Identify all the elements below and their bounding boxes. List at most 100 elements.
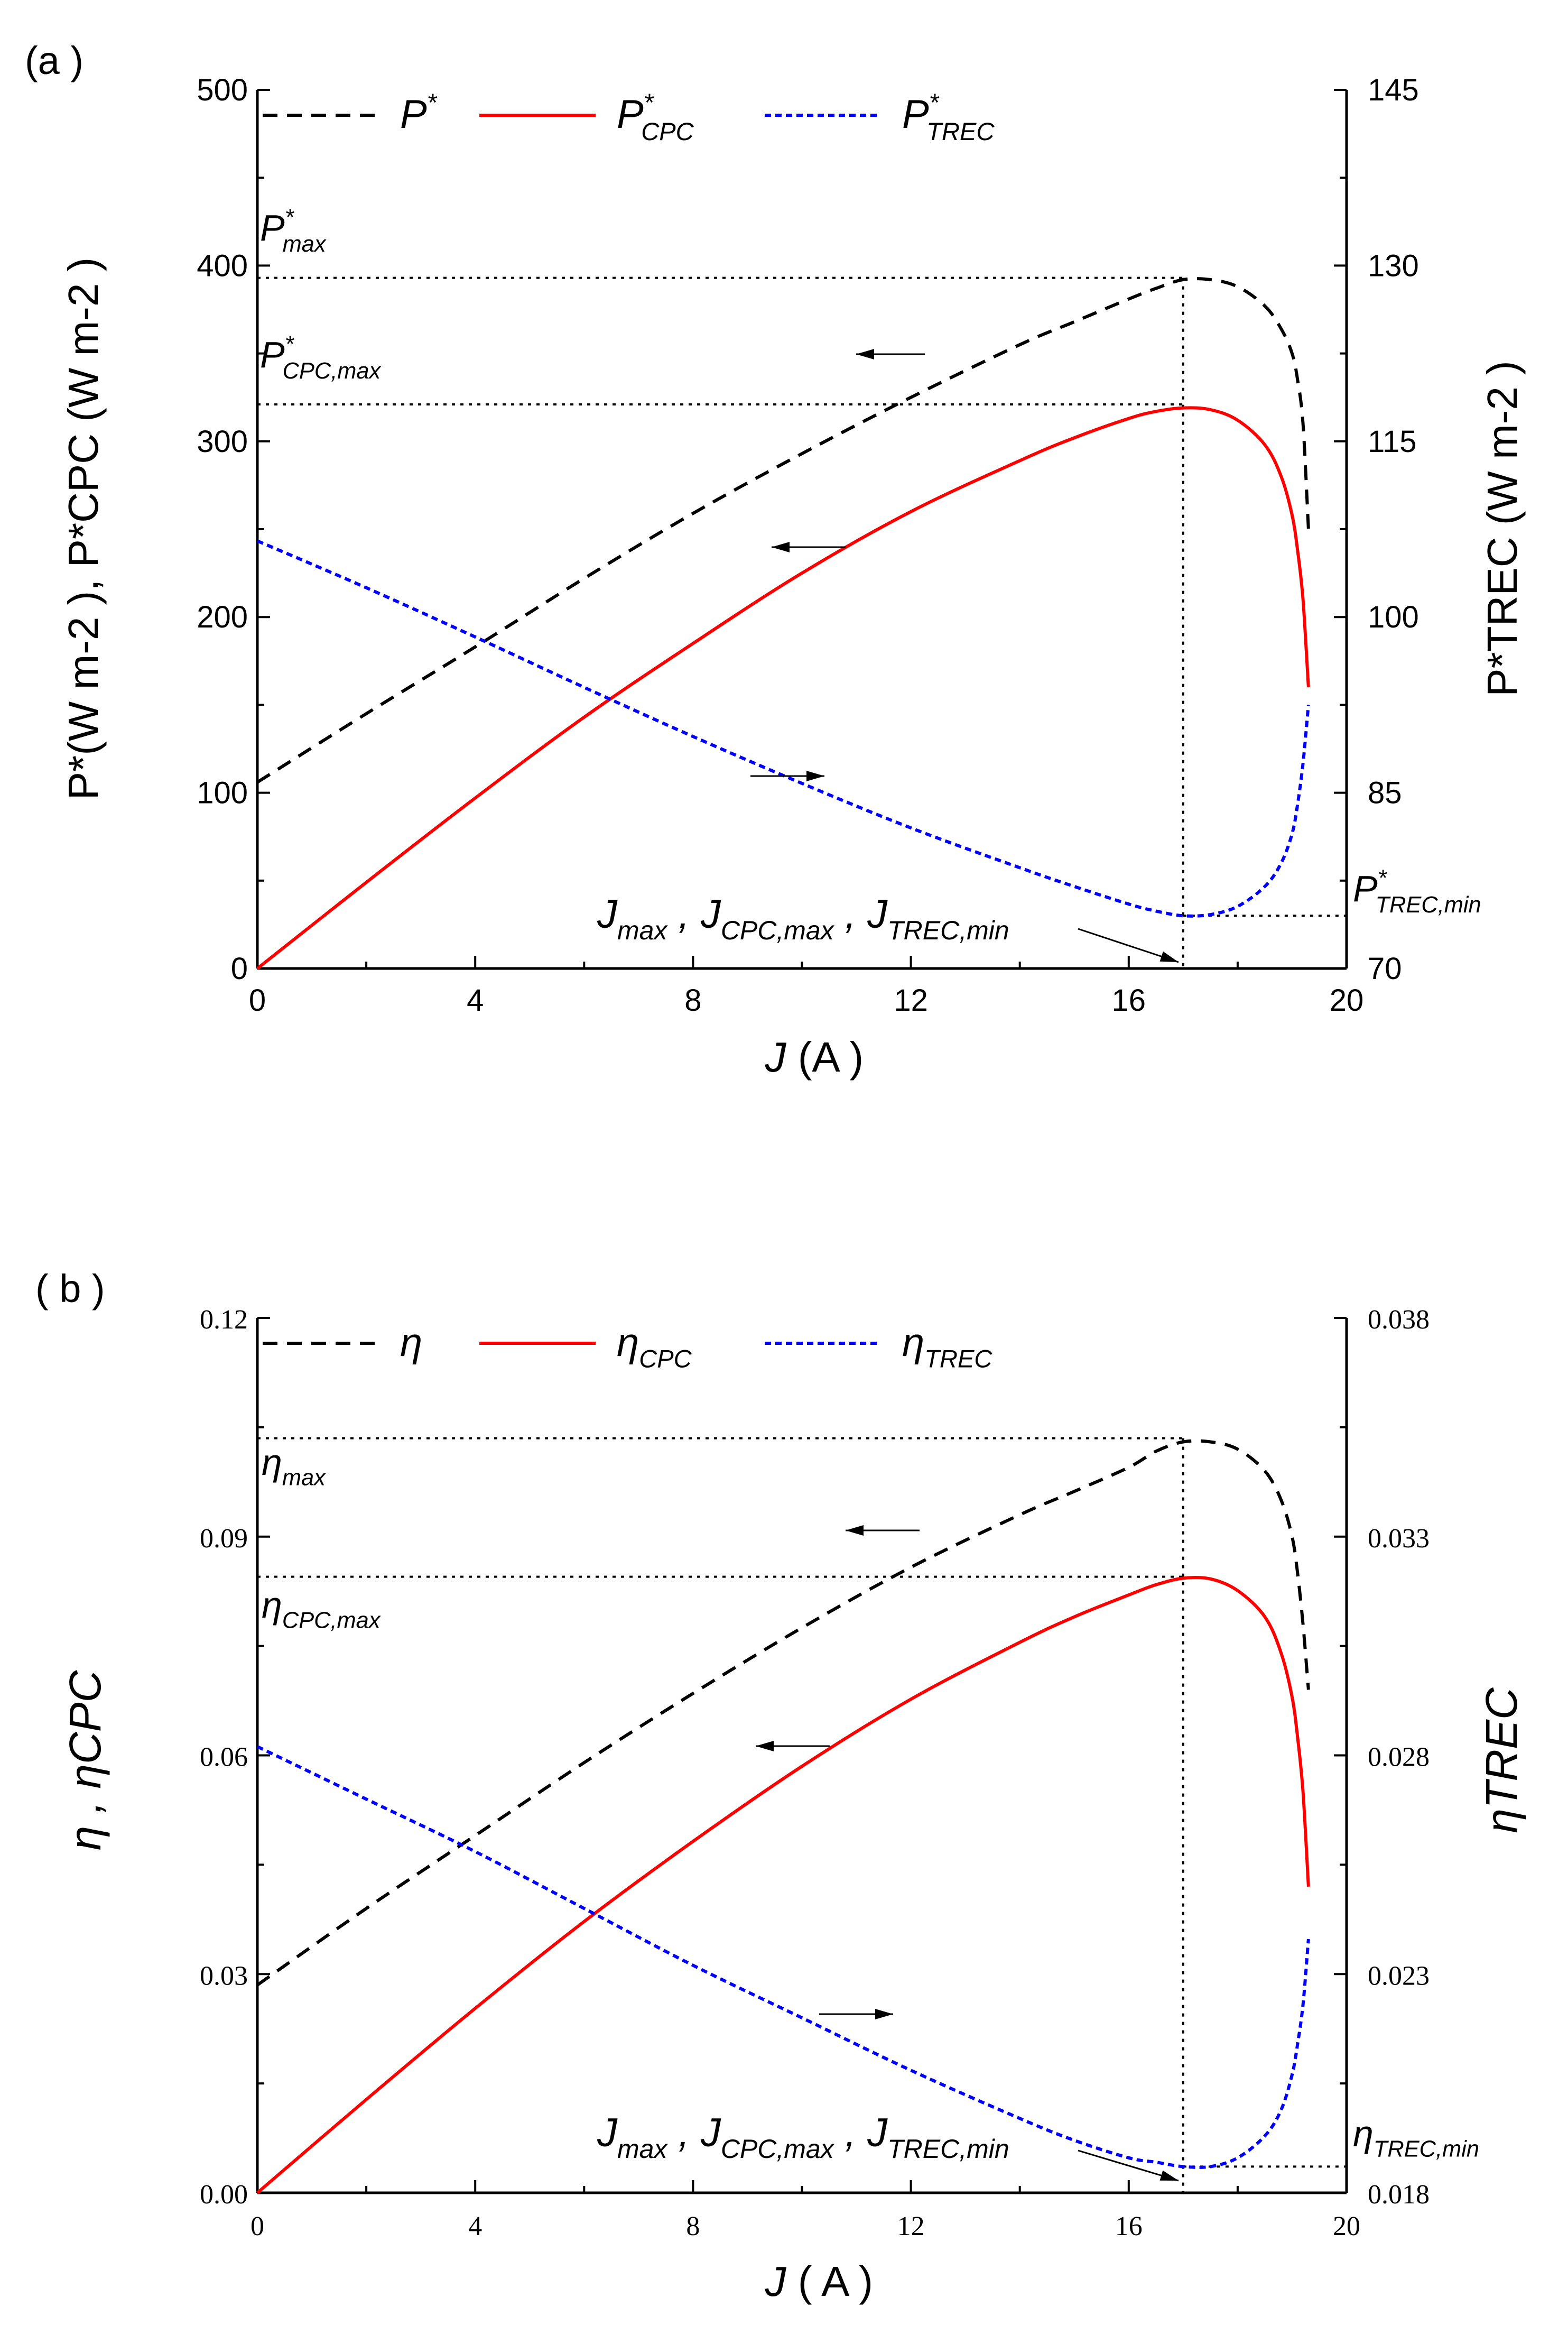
annotation-eta_cpc_max-base: η xyxy=(262,1584,282,1626)
x-tick-label: 8 xyxy=(684,983,701,1018)
x-axis-label: J (A ) xyxy=(765,1033,864,1081)
j-base: J xyxy=(700,892,721,937)
legend-label-1-base: P xyxy=(617,92,644,137)
x-axis-symbol: J xyxy=(765,1033,787,1081)
axis-arrow-0-head xyxy=(846,1525,864,1536)
annotation-p_trec_min-sup: * xyxy=(1378,866,1388,891)
annotation-p_max: P* max xyxy=(260,205,327,257)
y-right-tick-label: 0.018 xyxy=(1368,2180,1430,2210)
y-left-axis-label: P*(W m-2 ), P*CPC (W m-2 ) xyxy=(60,257,107,800)
x-tick-label: 12 xyxy=(894,983,928,1018)
annotation-eta_max: ηmax xyxy=(262,1442,326,1491)
series-trec-line xyxy=(256,539,1310,918)
annotation-p_cpc_max: P* CPC,max xyxy=(260,332,382,384)
legend-label-2-sub: TREC xyxy=(926,117,995,145)
y-right-tick-label: 100 xyxy=(1368,600,1419,634)
x-tick-label: 4 xyxy=(468,2211,482,2241)
y-right-axis-label: ηTREC xyxy=(1477,1687,1526,1833)
x-tick-label: 16 xyxy=(1112,983,1146,1018)
y-right-tick-label: 70 xyxy=(1368,952,1402,986)
y-right-tick-label: 145 xyxy=(1368,73,1419,107)
panel-b: ( b ) 0 4 8 12 16 20 0.00 0.03 0.06 0.09 0.12 0.018 0… xyxy=(35,1267,1526,2305)
annotation-p_trec_min-sub: TREC,min xyxy=(1376,892,1481,918)
j-sep: , xyxy=(667,892,700,937)
y-right-tick-label: 115 xyxy=(1368,424,1416,459)
annotation-p_cpc_max-base: P xyxy=(260,334,285,375)
series-cpc-line xyxy=(256,406,1310,970)
y-left-tick-label: 0 xyxy=(231,952,248,986)
j-sep: , xyxy=(834,2110,867,2155)
legend-label-2-base: P xyxy=(902,92,929,137)
y-left-axis-label: η , ηCPC xyxy=(60,1669,110,1850)
panel-label: (a ) xyxy=(25,39,83,82)
series-cpc-line xyxy=(256,1575,1310,2194)
x-tick-label: 20 xyxy=(1330,983,1364,1018)
legend-label-2-sup: * xyxy=(929,88,940,116)
legend-label-1-sub: CPC xyxy=(639,1344,692,1372)
legend-label-2: ηTREC xyxy=(902,1320,992,1372)
y-right-tick-label: 0.038 xyxy=(1368,1305,1430,1335)
x-axis-unit: (A ) xyxy=(786,1033,864,1081)
axis-arrow-2-head xyxy=(875,2009,893,2019)
legend-label-2-sub: TREC xyxy=(924,1344,992,1372)
annotation-eta_cpc_max-sub: CPC,max xyxy=(282,1608,381,1634)
x-axis-unit: ( A ) xyxy=(786,2258,874,2305)
y-right-tick-label: 130 xyxy=(1368,248,1419,283)
j-base: J xyxy=(700,2110,721,2155)
x-tick-label: 0 xyxy=(250,2211,264,2241)
j-sub: TREC,min xyxy=(887,2134,1009,2164)
y-left-tick-label: 300 xyxy=(197,424,248,459)
j-base: J xyxy=(597,2110,618,2155)
x-tick-label: 16 xyxy=(1115,2211,1143,2241)
series-total-line xyxy=(256,277,1310,784)
y-right-tick-label: 0.028 xyxy=(1368,1742,1430,1773)
legend-label-1-sup: * xyxy=(644,88,654,116)
x-tick-label: 0 xyxy=(249,983,266,1018)
x-axis-label: J ( A ) xyxy=(765,2258,874,2305)
annotation-j-labels: Jmax , JCPC,max , JTREC,min xyxy=(597,2110,1009,2164)
annotation-eta_max-base: η xyxy=(262,1442,282,1483)
y-right-tick-label: 0.033 xyxy=(1368,1524,1430,1554)
x-tick-label: 4 xyxy=(467,983,484,1018)
annotation-p_max-sup: * xyxy=(285,205,295,230)
axis-arrow-1-head xyxy=(772,542,790,552)
annotation-j-labels: Jmax , JCPC,max , JTREC,min xyxy=(597,892,1009,945)
y-left-tick-label: 200 xyxy=(197,600,248,634)
y-left-tick-label: 0.09 xyxy=(200,1524,248,1554)
j-base: J xyxy=(867,892,888,937)
legend-label-0-base: η xyxy=(400,1320,422,1365)
y-right-tick-label: 85 xyxy=(1368,776,1402,810)
legend-label-1-sub: CPC xyxy=(641,117,694,145)
x-tick-label: 8 xyxy=(686,2211,700,2241)
j-sub: CPC,max xyxy=(721,2134,835,2164)
legend-label-1: P* CPC xyxy=(617,88,694,145)
j-sub: max xyxy=(617,2134,668,2164)
j-sub: CPC,max xyxy=(721,916,835,945)
annotation-eta_trec_min: ηTREC,min xyxy=(1353,2113,1479,2162)
y-left-tick-label: 0.03 xyxy=(200,1961,248,1991)
legend-label-2: P* TREC xyxy=(902,88,995,145)
legend-label-0-base: P xyxy=(400,92,427,137)
y-left-tick-label: 0.12 xyxy=(200,1305,248,1335)
annotation-p_cpc_max-sup: * xyxy=(285,332,295,357)
y-left-tick-label: 0.06 xyxy=(200,1742,248,1773)
annotation-eta_trec_min-sub: TREC,min xyxy=(1374,2137,1479,2162)
annotation-p_trec_min-base: P xyxy=(1353,868,1378,909)
y-left-tick-label: 100 xyxy=(197,776,248,810)
annotation-p_trec_min: P* TREC,min xyxy=(1353,866,1481,918)
annotation-p_max-sub: max xyxy=(283,232,327,257)
x-tick-label: 20 xyxy=(1333,2211,1360,2241)
y-right-tick-label: 0.023 xyxy=(1368,1961,1430,1991)
annotation-eta_trec_min-base: η xyxy=(1353,2113,1374,2154)
series-trec-line xyxy=(256,1745,1310,2169)
j-base: J xyxy=(597,892,618,937)
legend-label-0: η xyxy=(400,1320,422,1365)
x-axis-symbol: J xyxy=(765,2258,787,2305)
axis-arrow-1-head xyxy=(756,1741,774,1751)
j-arrow-head xyxy=(1159,951,1179,962)
panel-a: (a )0 4 8 12 16 20010020030040050070851001151… xyxy=(25,39,1526,1081)
j-arrow-head xyxy=(1159,2170,1179,2181)
annotation-p_max-base: P xyxy=(260,207,285,248)
annotation-eta_cpc_max: ηCPC,max xyxy=(262,1584,381,1634)
x-tick-label: 12 xyxy=(897,2211,925,2241)
